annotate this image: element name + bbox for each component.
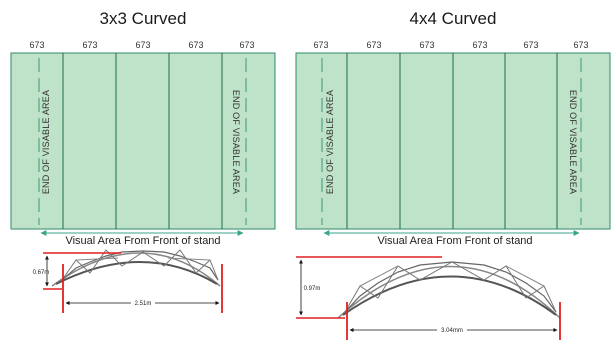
column-label: 673 — [472, 40, 487, 50]
column-label: 673 — [573, 40, 588, 50]
panel-title: 3x3 Curved — [100, 9, 187, 28]
column-label: 673 — [29, 40, 44, 50]
height-dimension-label: 0.67m — [33, 270, 50, 276]
end-of-visible-area-label: END OF VISABLE AREA — [568, 90, 578, 194]
panel-3x3: 3x3 Curved 673 673 673 673 673 END OF VI… — [10, 9, 276, 313]
column-label: 673 — [366, 40, 381, 50]
width-dimension-label: 2.51m — [135, 301, 152, 307]
wall-panel — [10, 52, 276, 230]
column-label: 673 — [419, 40, 434, 50]
truss-diagram — [337, 261, 561, 319]
visual-area-caption: Visual Area From Front of stand — [377, 235, 532, 247]
end-of-visible-area-label: END OF VISABLE AREA — [41, 90, 51, 194]
column-label: 673 — [239, 40, 254, 50]
visual-area-caption: Visual Area From Front of stand — [65, 235, 220, 247]
column-label: 673 — [135, 40, 150, 50]
column-label: 673 — [82, 40, 97, 50]
column-label: 673 — [188, 40, 203, 50]
width-label-background — [131, 299, 155, 307]
width-label-background — [437, 326, 467, 334]
panel-4x4: 4x4 Curved 673 673 673 673 673 673 END O… — [295, 9, 611, 340]
height-dimension-label: 0.97m — [304, 286, 321, 292]
end-of-visible-area-label: END OF VISABLE AREA — [231, 90, 241, 194]
end-of-visible-area-label: END OF VISABLE AREA — [325, 90, 335, 194]
column-label: 673 — [523, 40, 538, 50]
panel-title: 4x4 Curved — [410, 9, 497, 28]
truss-diagram — [51, 249, 221, 287]
column-label: 673 — [313, 40, 328, 50]
width-dimension-label: 3.04mm — [441, 328, 463, 334]
